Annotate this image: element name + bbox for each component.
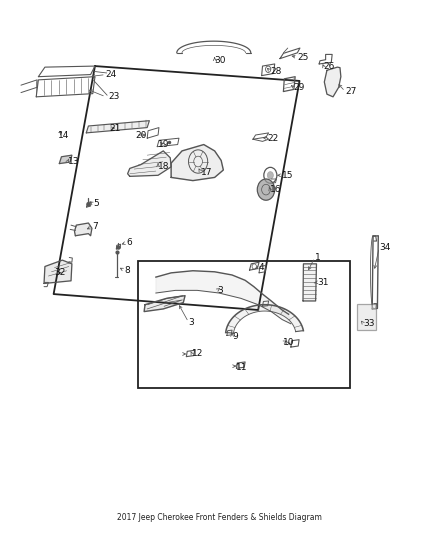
Text: 33: 33 <box>364 319 375 328</box>
Text: 22: 22 <box>268 134 279 143</box>
Text: 19: 19 <box>158 140 170 149</box>
Circle shape <box>267 172 273 179</box>
Text: 12: 12 <box>192 350 203 359</box>
Text: 2017 Jeep Cherokee Front Fenders & Shields Diagram: 2017 Jeep Cherokee Front Fenders & Shiel… <box>117 513 321 522</box>
Text: 16: 16 <box>270 185 282 194</box>
Polygon shape <box>324 67 341 97</box>
Text: 18: 18 <box>158 163 170 171</box>
Text: 15: 15 <box>282 171 293 180</box>
Polygon shape <box>86 120 149 133</box>
Polygon shape <box>59 155 72 164</box>
Text: 14: 14 <box>58 131 69 140</box>
Text: 34: 34 <box>379 243 391 252</box>
Text: 26: 26 <box>323 62 335 70</box>
Text: 17: 17 <box>201 167 212 176</box>
Polygon shape <box>74 223 92 236</box>
Text: 28: 28 <box>270 67 282 76</box>
Text: 27: 27 <box>345 87 357 96</box>
Text: 6: 6 <box>126 238 132 247</box>
Text: 9: 9 <box>232 332 238 341</box>
Text: 25: 25 <box>297 53 309 62</box>
Text: 11: 11 <box>237 363 248 372</box>
Text: 31: 31 <box>317 278 328 287</box>
Text: 8: 8 <box>124 266 130 274</box>
Text: 24: 24 <box>106 70 117 79</box>
Polygon shape <box>171 144 223 181</box>
Text: 29: 29 <box>294 83 305 92</box>
Text: 7: 7 <box>92 222 98 231</box>
Text: 3: 3 <box>188 318 194 327</box>
Polygon shape <box>127 151 171 176</box>
Text: 1: 1 <box>315 253 321 262</box>
Text: 21: 21 <box>110 124 121 133</box>
Text: 20: 20 <box>135 131 147 140</box>
Text: 32: 32 <box>54 268 66 277</box>
Text: 23: 23 <box>108 92 120 101</box>
Polygon shape <box>156 271 291 324</box>
Text: 3: 3 <box>217 286 223 295</box>
Bar <box>138 261 350 389</box>
Polygon shape <box>144 296 185 312</box>
Circle shape <box>257 179 275 200</box>
Text: 10: 10 <box>283 338 295 347</box>
Text: 4: 4 <box>258 263 264 272</box>
Polygon shape <box>226 305 304 333</box>
Polygon shape <box>44 260 72 284</box>
Text: 13: 13 <box>67 157 79 166</box>
Text: 30: 30 <box>215 56 226 65</box>
Text: 5: 5 <box>94 199 99 208</box>
Bar <box>357 304 376 330</box>
Polygon shape <box>303 264 317 301</box>
